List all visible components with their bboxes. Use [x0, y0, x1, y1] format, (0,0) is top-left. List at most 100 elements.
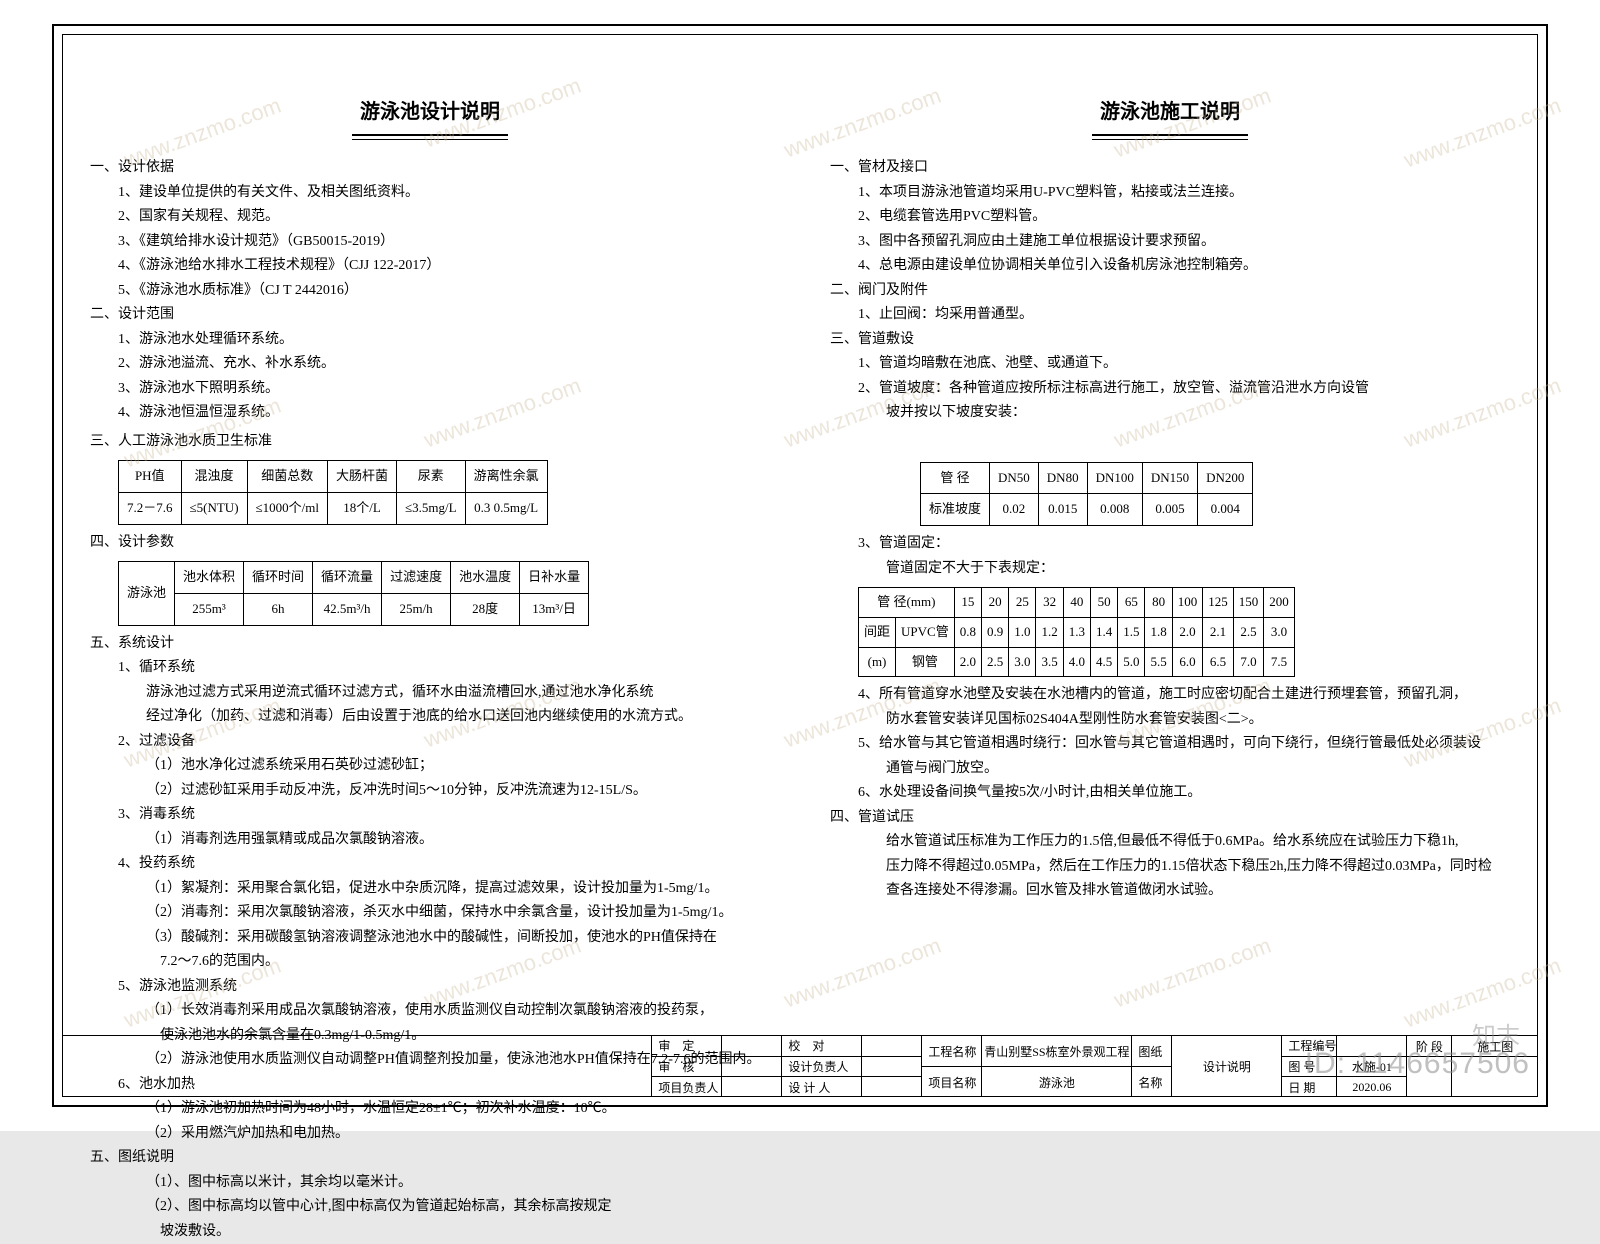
- r-s3-3: 管道固定不大于下表规定：: [830, 557, 1510, 582]
- p-h1: 循环时间: [244, 562, 313, 594]
- sl-c2: 0.015: [1038, 494, 1087, 526]
- fix-r1-0: 间距: [859, 617, 896, 647]
- fix-r0-7: 65: [1118, 588, 1145, 618]
- sl-c3: 0.008: [1087, 494, 1142, 526]
- sec5-4b: （2）消毒剂：采用次氯酸钠溶液，杀灭水中细菌，保持水中余氯含量，设计投加量为1-…: [90, 901, 770, 926]
- fix-r0-2: 20: [981, 588, 1008, 618]
- fix-r2-4: 3.0: [1009, 647, 1036, 677]
- fix-r2-0: (m): [859, 647, 896, 677]
- fix-r1-3: 0.9: [981, 617, 1008, 647]
- fix-r1-12: 2.5: [1233, 617, 1264, 647]
- sec4-heading: 四、设计参数: [90, 531, 770, 556]
- sl-h2: DN80: [1038, 462, 1087, 494]
- watermark-logo: 知末: [1472, 1016, 1520, 1051]
- fix-r0-5: 40: [1063, 588, 1090, 618]
- sec1-4: 4、《游泳池给水排水工程技术规程》（CJJ 122-2017）: [90, 254, 770, 279]
- r-s3-t3: 通管与阀门放空。: [830, 757, 1510, 782]
- r-s2-h: 二、阀门及附件: [830, 279, 1510, 304]
- slope-table: 管 径 DN50 DN80 DN100 DN150 DN200 标准坡度 0.0…: [920, 462, 1253, 527]
- content-area: 游泳池设计说明 一、设计依据 1、建设单位提供的有关文件、及相关图纸资料。 2、…: [90, 45, 1510, 1051]
- sl-h1: DN50: [990, 462, 1039, 494]
- fix-r2-10: 6.0: [1172, 647, 1203, 677]
- sec5-6a: （1）游泳池初加热时间为48小时，水温恒定28±1℃；初次补水温度：10℃。: [90, 1097, 770, 1122]
- q-h0: PH值: [119, 461, 182, 493]
- right-column: 游泳池施工说明 一、管材及接口 1、本项目游泳池管道均采用U-PVC塑料管，粘接…: [830, 45, 1510, 1051]
- sl-c0: 标准坡度: [921, 494, 990, 526]
- fix-r0-8: 80: [1145, 588, 1172, 618]
- tb-审核: 审 核: [652, 1058, 700, 1075]
- tb-日期: 2020.06: [1352, 1080, 1391, 1095]
- r-s3-t2: 5、给水管与其它管道相遇时绕行：回水管与其它管道相遇时，可向下绕行，但绕行管最低…: [830, 732, 1510, 757]
- q-c3: 18个/L: [328, 492, 397, 524]
- sec2-3: 3、游泳池水下照明系统。: [90, 377, 770, 402]
- pipe-fix-table: 管 径(mm)1520253240506580100125150200间距UPV…: [858, 587, 1295, 677]
- fix-r2-8: 5.0: [1118, 647, 1145, 677]
- q-c2: ≤1000个/ml: [247, 492, 327, 524]
- fix-r1-4: 1.0: [1009, 617, 1036, 647]
- q-h2: 细菌总数: [247, 461, 327, 493]
- q-c4: ≤3.5mg/L: [397, 492, 466, 524]
- tb-设计人: 设 计 人: [782, 1079, 836, 1096]
- tb-校对: 校 对: [782, 1037, 830, 1054]
- sec6-heading: 五、图纸说明: [90, 1146, 770, 1171]
- sl-h4: DN150: [1142, 462, 1197, 494]
- sec5-5a: （1）长效消毒剂采用成品次氯酸钠溶液，使用水质监测仪自动控制次氯酸钠溶液的投药泵…: [90, 999, 770, 1024]
- sl-c4: 0.005: [1142, 494, 1197, 526]
- sec5-4d: 7.2～7.6的范围内。: [90, 950, 770, 975]
- p-c2: 42.5m³/h: [313, 593, 382, 625]
- sec6-c: 坡泼敷设。: [90, 1220, 770, 1244]
- drawing-page: 游泳池设计说明 一、设计依据 1、建设单位提供的有关文件、及相关图纸资料。 2、…: [0, 0, 1600, 1131]
- p-c4: 28度: [451, 593, 520, 625]
- sec1-1: 1、建设单位提供的有关文件、及相关图纸资料。: [90, 181, 770, 206]
- r-s1-2: 2、电缆套管选用PVC塑料管。: [830, 205, 1510, 230]
- sec5-3-h: 3、消毒系统: [90, 803, 770, 828]
- r-s1-3: 3、图中各预留孔洞应由土建施工单位根据设计要求预留。: [830, 230, 1510, 255]
- r-s3-t1: 防水套管安装详见国标02S404A型刚性防水套管安装图<二>。: [830, 708, 1510, 733]
- sec5-4-h: 4、投药系统: [90, 852, 770, 877]
- sec5-2-h: 2、过滤设备: [90, 730, 770, 755]
- r-s1-h: 一、管材及接口: [830, 156, 1510, 181]
- r-s4-h: 四、管道试压: [830, 806, 1510, 831]
- q-c0: 7.2－7.6: [119, 492, 182, 524]
- r-s3-t4: 6、水处理设备间换气量按5次/小时计,由相关单位施工。: [830, 781, 1510, 806]
- sec1-2: 2、国家有关规程、规范。: [90, 205, 770, 230]
- fix-r1-10: 2.0: [1172, 617, 1203, 647]
- r-s3-t0: 4、所有管道穿水池壁及安装在水池槽内的管道，施工时应密切配合土建进行预埋套管，预…: [830, 683, 1510, 708]
- p-h4: 池水温度: [451, 562, 520, 594]
- tb-日期l: 日 期: [1282, 1079, 1321, 1096]
- fix-r2-6: 4.0: [1063, 647, 1090, 677]
- left-column: 游泳池设计说明 一、设计依据 1、建设单位提供的有关文件、及相关图纸资料。 2、…: [90, 45, 770, 1051]
- fix-r2-3: 2.5: [981, 647, 1008, 677]
- sec2-2: 2、游泳池溢流、充水、补水系统。: [90, 352, 770, 377]
- sl-c1: 0.02: [990, 494, 1039, 526]
- fix-r1-6: 1.3: [1063, 617, 1090, 647]
- design-params-table: 游泳池 池水体积 循环时间 循环流量 过滤速度 池水温度 日补水量 255m³ …: [118, 561, 589, 626]
- sec5-heading: 五、系统设计: [90, 632, 770, 657]
- p-h5: 日补水量: [520, 562, 589, 594]
- sec5-1-h: 1、循环系统: [90, 656, 770, 681]
- sec5-6b: （2）采用燃汽炉加热和电加热。: [90, 1122, 770, 1147]
- p-h0: 池水体积: [175, 562, 244, 594]
- fix-r2-5: 3.5: [1036, 647, 1063, 677]
- tb-图纸名称: 设计说明: [1203, 1058, 1251, 1075]
- sec5-1: 游泳池过滤方式采用逆流式循环过滤方式，循环水由溢流槽回水,通过池水净化系统 经过…: [90, 681, 770, 730]
- fix-r1-1: UPVC管: [896, 617, 955, 647]
- sec2-4: 4、游泳池恒温恒湿系统。: [90, 401, 770, 426]
- p-rl: 游泳池: [119, 562, 175, 626]
- fix-r1-11: 2.1: [1203, 617, 1234, 647]
- sec6-b: （2）、图中标高均以管中心计,图中标高仅为管道起始标高，其余标高按规定: [90, 1195, 770, 1220]
- q-h5: 游离性余氯: [465, 461, 547, 493]
- fix-r0-10: 125: [1203, 588, 1234, 618]
- fix-r1-2: 0.8: [954, 617, 981, 647]
- fix-r1-8: 1.5: [1118, 617, 1145, 647]
- fix-r2-1: 钢管: [896, 647, 955, 677]
- sec5-2a: （1）池水净化过滤系统采用石英砂过滤砂缸；: [90, 754, 770, 779]
- fix-r0-4: 32: [1036, 588, 1063, 618]
- p-h2: 循环流量: [313, 562, 382, 594]
- sec5-4a: （1）絮凝剂：采用聚合氯化铝，促进水中杂质沉降，提高过滤效果，设计投加量为1-5…: [90, 877, 770, 902]
- fix-r0-11: 150: [1233, 588, 1264, 618]
- tb-图纸l: 图纸: [1132, 1043, 1168, 1060]
- q-c5: 0.3 0.5mg/L: [465, 492, 547, 524]
- sec6-a: （1）、图中标高以米计，其余均以毫米计。: [90, 1171, 770, 1196]
- tb-名称l: 名称: [1132, 1074, 1168, 1091]
